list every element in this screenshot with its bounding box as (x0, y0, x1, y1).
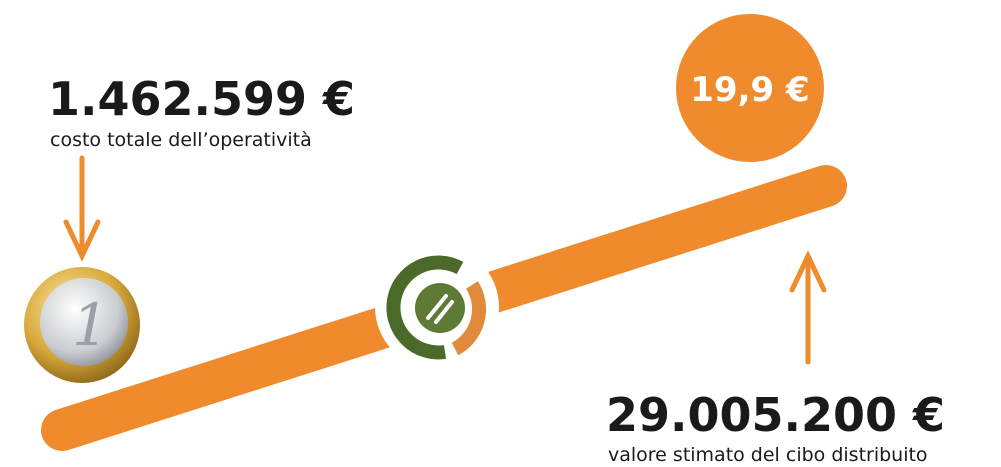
cost-amount: 1.462.599 € (48, 72, 355, 126)
arrow-up (792, 256, 824, 362)
cost-caption: costo totale dell’operatività (50, 129, 312, 151)
badge-label: 19,9 € (690, 70, 809, 110)
arrow-down (66, 158, 98, 256)
svg-text:1: 1 (72, 291, 109, 359)
value-amount: 29.005.200 € (606, 388, 945, 442)
coin: 1 (24, 267, 140, 383)
value-caption: valore stimato del cibo distribuito (608, 444, 928, 466)
logo (375, 245, 499, 369)
infographic: 19,9 € 1.462.599 € costo totale dell’ope… (0, 0, 1001, 467)
